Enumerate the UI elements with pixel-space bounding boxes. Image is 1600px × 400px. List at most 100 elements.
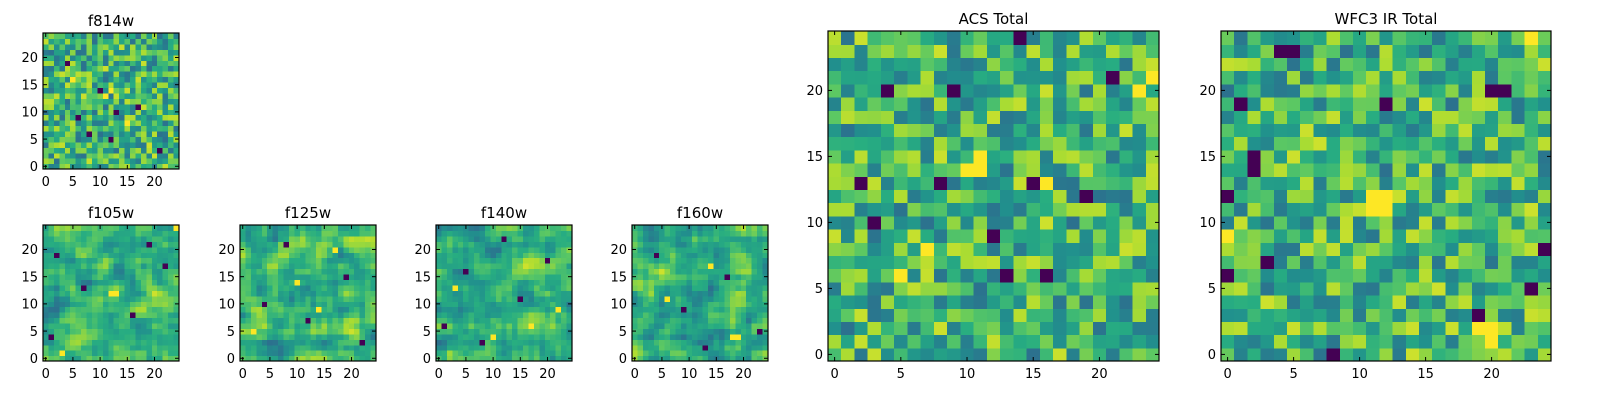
heatmap-cell — [1485, 110, 1499, 124]
heatmap-cell — [86, 241, 93, 248]
heatmap-cell — [53, 350, 60, 357]
heatmap-cell — [539, 339, 546, 346]
heatmap-cell — [452, 241, 459, 248]
heatmap-cell — [1079, 57, 1094, 72]
heatmap-cell — [75, 317, 82, 324]
heatmap-cell — [365, 263, 372, 270]
heatmap-cell — [1326, 255, 1341, 270]
heatmap-cell — [659, 317, 666, 324]
heatmap-cell — [348, 312, 355, 319]
heatmap-cell — [867, 255, 882, 270]
heatmap-cell — [43, 92, 50, 99]
heatmap-cell — [1026, 255, 1041, 270]
heatmap-cell — [880, 83, 895, 98]
heatmap-cell — [933, 163, 948, 177]
heatmap-cell — [43, 71, 50, 78]
heatmap-cell — [124, 109, 131, 116]
y-tick-label: 20 — [414, 243, 431, 258]
heatmap-cell — [256, 306, 263, 313]
heatmap-cell — [648, 317, 655, 324]
heatmap-cell — [1313, 215, 1328, 230]
heatmap-cell — [729, 290, 736, 297]
heatmap-cell — [907, 176, 922, 190]
heatmap-cell — [479, 273, 486, 280]
heatmap-cell — [102, 263, 109, 270]
heatmap-cell — [1053, 57, 1067, 72]
heatmap-cell — [48, 263, 55, 270]
heatmap-cell — [337, 344, 344, 351]
y-tick-label: 20 — [1199, 84, 1216, 99]
heatmap-cell — [828, 123, 842, 138]
heatmap-cell — [245, 263, 252, 270]
x-tick-label: 10 — [681, 367, 698, 382]
heatmap-cell — [1353, 242, 1367, 256]
heatmap-cell — [299, 312, 306, 319]
heatmap-cell — [1106, 242, 1120, 256]
heatmap-cell — [370, 350, 377, 357]
heatmap-cell — [70, 114, 77, 121]
heatmap-cell — [479, 333, 486, 340]
heatmap-cell — [245, 317, 252, 324]
heatmap-cell — [140, 147, 147, 154]
heatmap-cell — [501, 322, 508, 329]
heatmap-cell — [713, 322, 720, 329]
heatmap-cell — [544, 312, 551, 319]
heatmap-cell — [828, 321, 842, 336]
heatmap-cell — [299, 225, 306, 232]
heatmap-cell — [1326, 295, 1341, 309]
heatmap-cell — [555, 279, 562, 286]
heatmap-cell — [751, 268, 758, 275]
heatmap-cell — [1300, 295, 1314, 309]
heatmap-cell — [762, 241, 769, 248]
heatmap-cell — [1339, 202, 1354, 217]
heatmap-cell — [299, 252, 306, 259]
heatmap-cell — [1339, 110, 1354, 124]
heatmap-cell — [735, 328, 742, 335]
heatmap-cell — [506, 306, 513, 313]
heatmap-cell — [841, 281, 856, 296]
heatmap-cell — [81, 246, 88, 253]
heatmap-cell — [43, 290, 50, 297]
heatmap-cell — [1039, 347, 1054, 362]
heatmap-cell — [632, 257, 639, 264]
heatmap-cell — [64, 339, 71, 346]
heatmap-cell — [278, 355, 285, 362]
heatmap-cell — [81, 158, 88, 165]
heatmap-cell — [316, 301, 323, 308]
heatmap-cell — [729, 295, 736, 302]
heatmap-cell — [283, 344, 290, 351]
heatmap-cell — [1458, 83, 1473, 98]
heatmap-cell — [854, 347, 869, 362]
heatmap-cell — [973, 176, 988, 190]
heatmap-cell — [452, 257, 459, 264]
heatmap-cell — [102, 60, 109, 67]
heatmap-cell — [490, 268, 497, 275]
heatmap-cell — [321, 328, 328, 335]
heatmap-cell — [1000, 255, 1014, 270]
heatmap-cell — [278, 241, 285, 248]
heatmap-cell — [365, 295, 372, 302]
heatmap-cell — [1145, 255, 1160, 270]
heatmap-cell — [1511, 202, 1526, 217]
heatmap-cell — [474, 333, 481, 340]
heatmap-cell — [130, 43, 137, 50]
heatmap-cell — [947, 229, 961, 243]
heatmap-cell — [490, 257, 497, 264]
heatmap-cell — [140, 65, 147, 72]
axes-frame — [1220, 30, 1552, 362]
heatmap-cell — [880, 123, 895, 138]
heatmap-cell — [506, 235, 513, 242]
heatmap-cell — [140, 317, 147, 324]
heatmap-cell — [168, 152, 175, 159]
heatmap-cell — [359, 339, 366, 346]
heatmap-cell — [960, 149, 975, 164]
heatmap-cell — [533, 257, 540, 264]
heatmap-cell — [1485, 347, 1499, 362]
heatmap-cell — [523, 279, 530, 286]
heatmap-cell — [1221, 57, 1235, 72]
heatmap-cell — [474, 246, 481, 253]
heatmap-cell — [474, 312, 481, 319]
heatmap-cell — [1339, 321, 1354, 336]
heatmap-cell — [841, 242, 856, 256]
heatmap-cell — [708, 322, 715, 329]
